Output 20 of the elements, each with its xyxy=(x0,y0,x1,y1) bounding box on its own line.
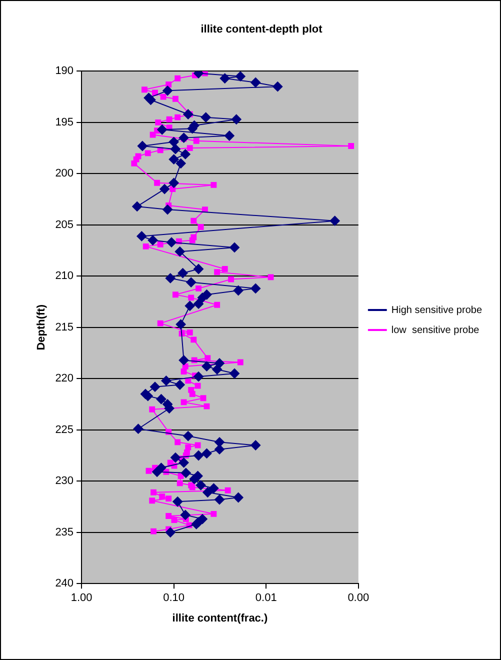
y-tick-label: 215 xyxy=(55,321,74,334)
legend-label: low sensitive probe xyxy=(391,324,480,336)
legend-label: High sensitive probe xyxy=(391,304,482,316)
y-tick-label: 220 xyxy=(55,372,74,385)
y-tick-label: 230 xyxy=(55,475,74,488)
y-tick-label: 190 xyxy=(55,65,74,78)
y-tick-label: 200 xyxy=(55,168,74,180)
y-tick-label: 210 xyxy=(55,270,74,282)
x-tick-label: 1.00 xyxy=(70,592,92,604)
x-tick-label: 0.00 xyxy=(348,592,370,604)
y-tick-label: 195 xyxy=(55,116,74,128)
y-tick-label: 225 xyxy=(55,424,74,436)
y-axis-title: Depth(ft) xyxy=(36,304,48,350)
y-tick-label: 205 xyxy=(55,218,74,231)
y-tick-label: 240 xyxy=(55,578,74,590)
chart-title: illite content-depth plot xyxy=(200,24,323,36)
x-tick-label: 0.01 xyxy=(255,592,277,604)
y-tick-label: 235 xyxy=(55,526,74,538)
x-axis-title: illite content(frac.) xyxy=(172,612,268,624)
x-tick-label: 0.10 xyxy=(163,592,185,604)
